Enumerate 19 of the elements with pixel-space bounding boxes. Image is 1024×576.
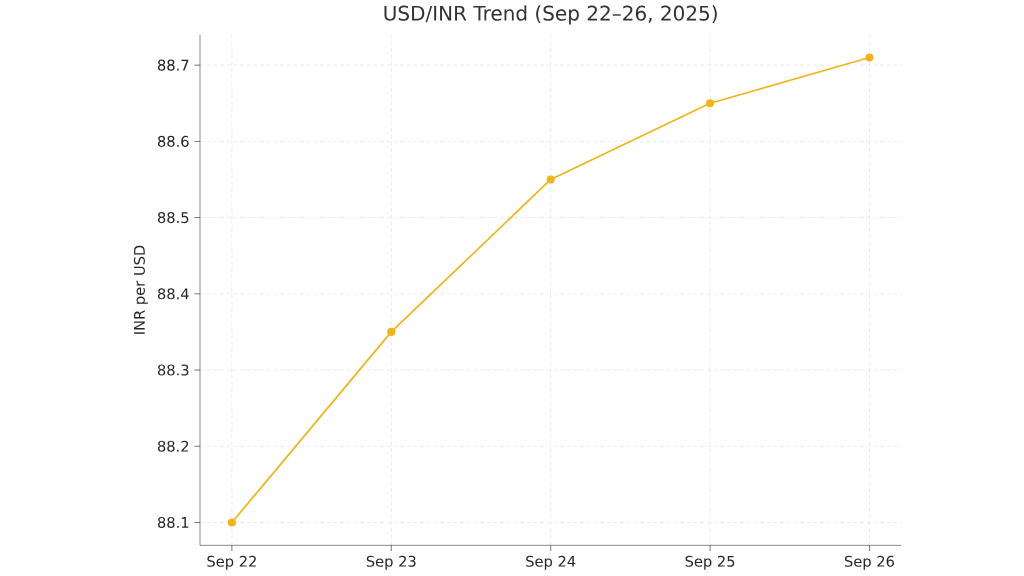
x-tick-label: Sep 22	[207, 555, 256, 570]
y-tick-label: 88.7	[157, 59, 189, 71]
point	[865, 53, 874, 62]
y-tick-label: 88.4	[157, 288, 189, 300]
y-tick-label: 88.5	[157, 212, 189, 224]
y-tick-label: 88.3	[157, 364, 189, 376]
point	[387, 327, 396, 336]
y-tick-label: 88.2	[157, 440, 189, 452]
x-tick-label: Sep 23	[366, 555, 416, 570]
y-tick-label: 88.1	[157, 516, 189, 529]
y-axis-title: INR per USD	[133, 245, 148, 334]
x-tick-label: Sep 24	[526, 555, 576, 570]
point	[546, 175, 555, 184]
point	[705, 99, 715, 108]
point	[227, 518, 236, 527]
chart-title: USD/INR Trend (Sep 22–26, 2025)	[384, 5, 717, 25]
x-tick-label: Sep 26	[844, 555, 895, 570]
x-tick-label: Sep 25	[685, 555, 735, 570]
y-tick-label: 88.6	[157, 135, 189, 147]
